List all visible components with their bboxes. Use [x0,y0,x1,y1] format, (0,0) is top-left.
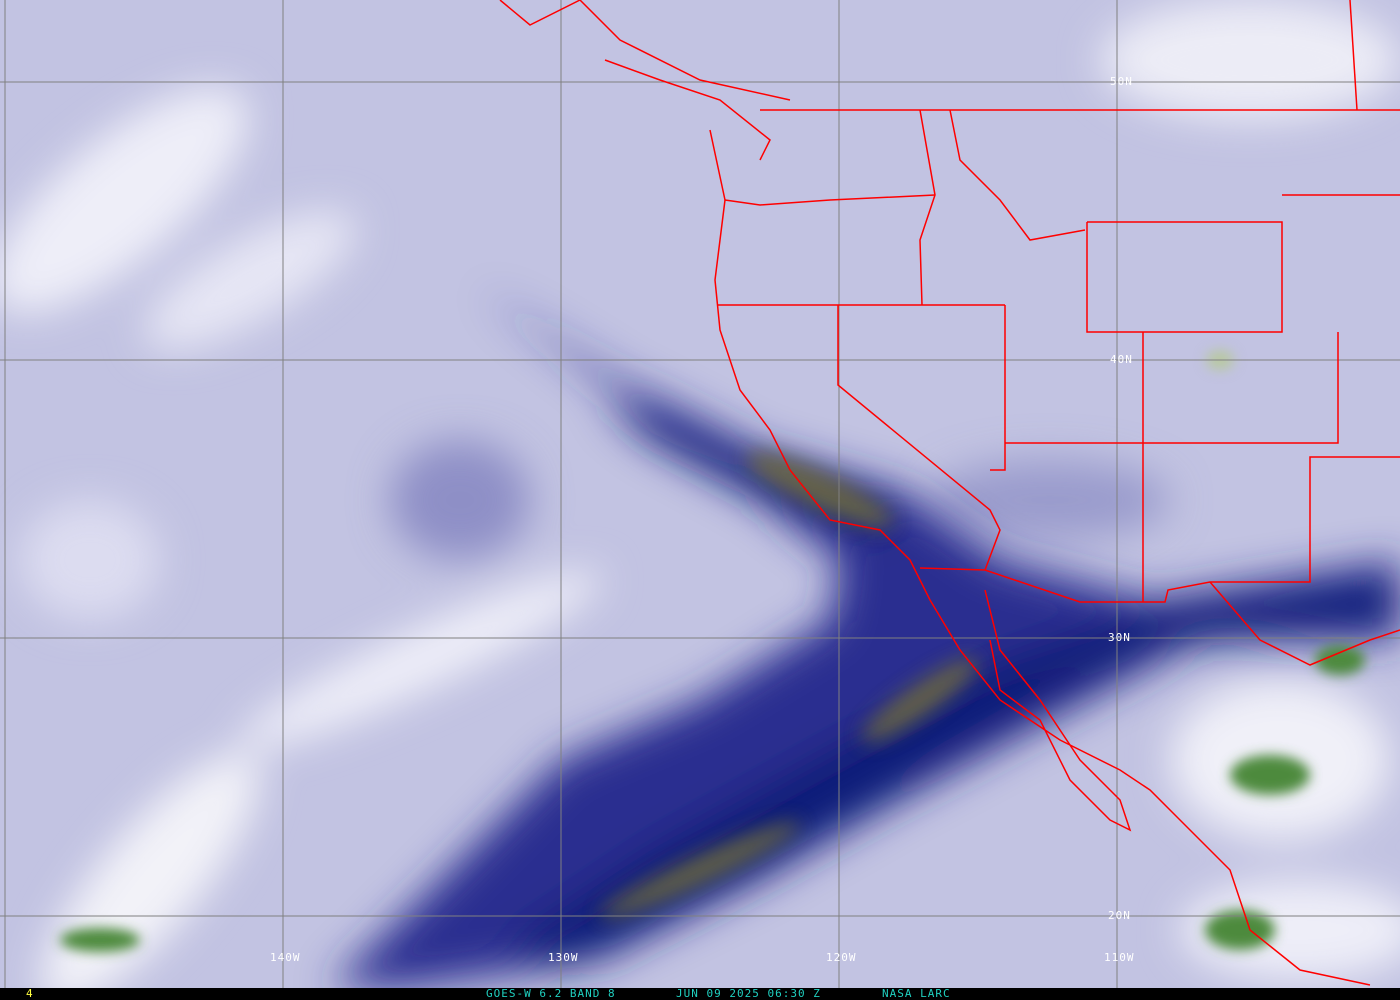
ca-nv-border [837,305,1001,571]
nv-east-border [990,305,1006,471]
credit-caption: NASA LARC [882,987,951,1000]
very-dry-patches [600,452,978,919]
lat-label-40n: 40N [1110,353,1133,366]
mexico-mainland-coast [1209,581,1400,666]
lon-label-110w: 110W [1104,951,1135,964]
bc-coast [499,0,791,101]
lat-label-50n: 50N [1110,75,1133,88]
political-borders [499,0,1400,986]
baja-gulf-coast [984,589,1132,832]
ut-co-border [1005,332,1339,444]
wa-or-border [724,194,936,206]
canada-east-border [1349,0,1358,111]
mt-id-border [949,109,1086,241]
pacific-coastline [709,129,1371,986]
caption-bar: 4 GOES-W 6.2 BAND 8 JUN 09 2025 06:30 Z … [0,988,1400,1000]
datetime-caption: JUN 09 2025 06:30 Z [676,987,821,1000]
wy-border [1086,221,1283,333]
us-mexico-border [919,456,1400,603]
lat-label-20n: 20N [1108,909,1131,922]
lon-label-140w: 140W [270,951,301,964]
idaho-border [919,109,936,306]
lat-label-30n: 30N [1108,631,1131,644]
frame-number: 4 [26,987,33,1000]
satellite-band-caption: GOES-W 6.2 BAND 8 [486,987,616,1000]
lon-label-130w: 130W [548,951,579,964]
vancouver-island [604,59,771,161]
lon-label-120w: 120W [826,951,857,964]
